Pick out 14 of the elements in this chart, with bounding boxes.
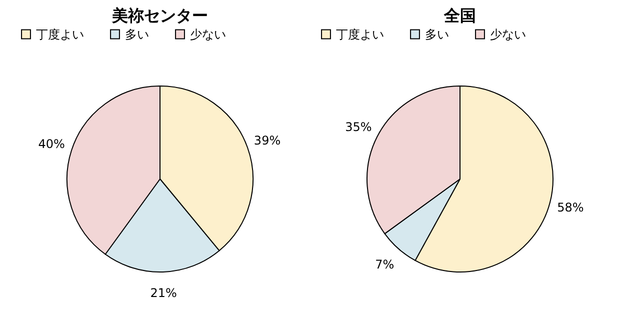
chart-title: 美祢センター [111,6,208,25]
data-label: 40% [38,136,65,151]
legend-label: 多い [125,27,149,42]
legend-label: 多い [425,27,449,42]
legend-label: 少ない [190,27,226,42]
chart-title: 全国 [443,6,476,25]
legend-label: 丁度よい [36,27,84,42]
data-label: 39% [254,133,281,148]
data-label: 7% [375,258,394,272]
data-label: 58% [557,200,584,214]
legend-label: 丁度よい [336,27,384,42]
data-label: 35% [345,120,372,134]
legend-label: 少ない [490,27,526,42]
data-label: 21% [150,286,177,300]
